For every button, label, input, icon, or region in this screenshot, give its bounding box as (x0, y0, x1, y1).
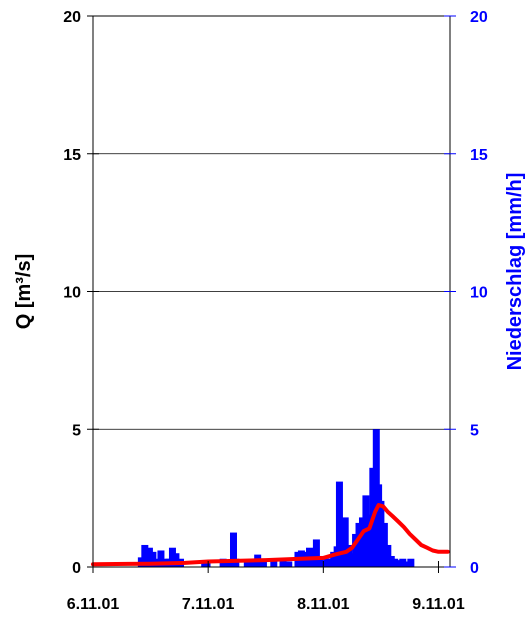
precip-bar (221, 562, 229, 567)
discharge-line (91, 503, 450, 567)
grid-lines (93, 153, 450, 430)
precip-bar (312, 539, 320, 567)
precip-bar (229, 532, 237, 567)
left-tick-label: 20 (63, 9, 81, 26)
x-tick-label: 6.11.01 (67, 596, 120, 613)
left-tick-label: 0 (72, 560, 81, 577)
right-axis-title: Niederschlag [mm/h] (504, 173, 526, 371)
right-tick-label: 10 (470, 285, 488, 302)
precip-bar (394, 560, 402, 567)
precip-bar (243, 561, 251, 567)
right-axis-ticks: 0 5 10 15 20 (444, 9, 488, 577)
left-tick-label: 5 (72, 422, 81, 439)
precip-bar (141, 544, 149, 567)
precip-bar (335, 481, 343, 567)
precip-bar (380, 522, 388, 567)
precipitation-bars (137, 429, 415, 567)
precip-bar (407, 558, 415, 567)
precip-bar (157, 550, 165, 567)
precip-bar (232, 558, 240, 567)
left-axis-ticks: 0 5 10 15 20 (63, 9, 99, 577)
precip-bar (149, 551, 157, 567)
right-tick-label: 20 (470, 9, 488, 26)
precip-bar (341, 517, 349, 567)
precip-bar (248, 558, 256, 567)
x-axis-ticks: 6.11.01 7.11.01 8.11.01 9.11.01 (67, 561, 465, 613)
x-tick-label: 8.11.01 (297, 596, 350, 613)
x-tick-label: 9.11.01 (412, 596, 465, 613)
precip-bar (279, 560, 287, 567)
right-tick-label: 0 (470, 560, 479, 577)
discharge-line-path (91, 503, 450, 567)
precip-bar (172, 553, 180, 567)
right-tick-label: 5 (470, 422, 479, 439)
precip-bar (402, 561, 410, 567)
left-axis-title: Q [m³/s] (13, 254, 35, 330)
precip-bar (285, 561, 293, 567)
left-tick-label: 10 (63, 285, 81, 302)
precip-bar (316, 555, 324, 567)
right-tick-label: 15 (470, 147, 488, 164)
x-tick-label: 7.11.01 (182, 596, 235, 613)
precip-bar (203, 562, 211, 567)
left-tick-label: 15 (63, 147, 81, 164)
precip-bar (259, 561, 267, 567)
precip-bar (270, 560, 278, 567)
